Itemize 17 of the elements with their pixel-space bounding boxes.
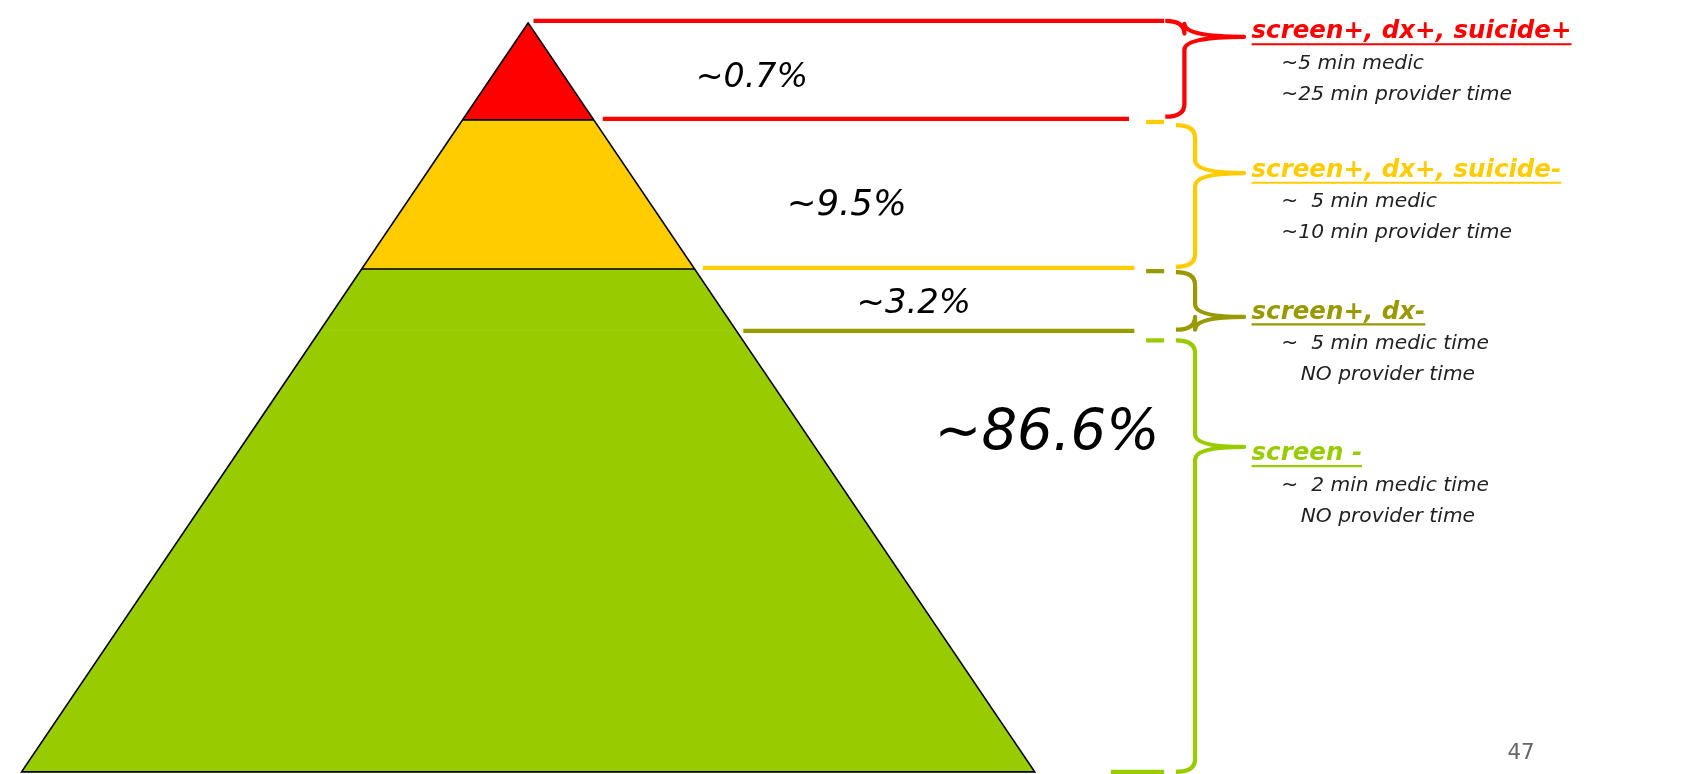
category-label: screen+, dx- (1251, 295, 1426, 325)
category-label: screen - (1251, 437, 1363, 467)
text: ~5 min medic (1281, 49, 1424, 74)
text: NO provider time (1281, 502, 1476, 527)
category-label: screen+, dx+, suicide+ (1251, 15, 1572, 45)
data-label: ~3.2% (856, 281, 972, 321)
text: ~ 2 min medic time (1281, 471, 1489, 496)
data-label: ~9.5% (786, 182, 907, 224)
text: ~ 5 min medic (1281, 188, 1437, 213)
text: ~25 min provider time (1281, 80, 1512, 105)
category-label: screen+, dx+, suicide- (1251, 153, 1562, 183)
text: NO provider time (1281, 360, 1476, 385)
text: ~10 min provider time (1281, 219, 1512, 244)
text: 47 (1507, 739, 1535, 765)
data-label: ~86.6% (934, 397, 1160, 463)
text: ~ 5 min medic time (1281, 330, 1489, 355)
data-label: ~0.7% (695, 55, 808, 95)
